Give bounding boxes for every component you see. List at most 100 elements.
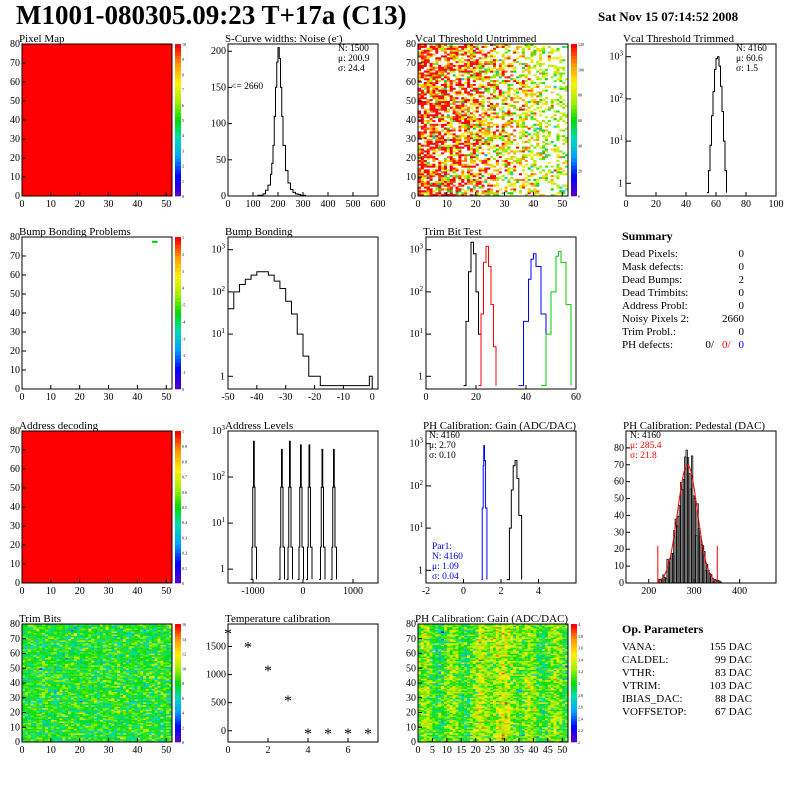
heatmap-cell	[441, 171, 444, 173]
heatmap-cell	[456, 52, 459, 54]
heatmap-cell	[54, 721, 57, 723]
heatmap-cell	[516, 150, 519, 152]
heatmap-cell	[432, 92, 435, 94]
heatmap-cell	[77, 645, 80, 647]
heatmap-cell	[531, 173, 534, 175]
palette-tick-label: 4	[182, 286, 184, 291]
heatmap-cell	[542, 99, 545, 101]
heatmap-cell	[65, 630, 68, 632]
heatmap-cell	[54, 656, 57, 658]
heatmap-cell	[68, 674, 71, 676]
heatmap-cell	[68, 687, 71, 689]
heatmap-cell	[77, 708, 80, 710]
heatmap-cell	[476, 139, 479, 141]
heatmap-cell	[484, 162, 487, 164]
heatmap-cell	[551, 50, 554, 52]
heatmap-cell	[476, 147, 479, 149]
heatmap-cell	[42, 661, 45, 663]
heatmap-cell	[62, 695, 65, 697]
heatmap-cell	[510, 78, 513, 80]
heatmap-cell	[441, 109, 444, 111]
heatmap-cell	[54, 689, 57, 691]
heatmap-cell	[424, 183, 427, 185]
heatmap-cell	[499, 93, 502, 95]
heatmap-cell	[71, 661, 74, 663]
heatmap-cell	[519, 116, 522, 118]
heatmap-cell	[100, 720, 103, 722]
y-tick-label: 10	[10, 172, 20, 183]
heatmap-cell	[28, 735, 31, 737]
heatmap-cell	[525, 116, 528, 118]
heatmap-cell	[450, 147, 453, 149]
heatmap-cell	[36, 693, 39, 695]
heatmap-cell	[77, 655, 80, 657]
heatmap-cell	[441, 46, 444, 48]
heatmap-cell	[71, 687, 74, 689]
heatmap-cell	[74, 651, 77, 653]
heatmap-cell	[97, 707, 100, 709]
summary-row: Noisy Pixels 2:2660	[622, 313, 782, 326]
heatmap-cell	[536, 101, 539, 103]
heatmap-cell	[77, 662, 80, 664]
heatmap-cell	[427, 84, 430, 86]
heatmap-cell	[484, 61, 487, 63]
heatmap-cell	[71, 693, 74, 695]
heatmap-cell	[435, 181, 438, 183]
heatmap-cell	[533, 124, 536, 126]
heatmap-cell	[77, 732, 80, 734]
heatmap-cell	[461, 99, 464, 101]
heatmap-cell	[94, 693, 97, 695]
heatmap-cell	[438, 137, 441, 139]
heatmap-cell	[447, 124, 450, 126]
heatmap-cell	[77, 729, 80, 731]
heatmap-cell	[62, 630, 65, 632]
heatmap-cell	[74, 735, 77, 737]
heatmap-cell	[45, 735, 48, 737]
heatmap-cell	[467, 120, 470, 122]
x-tick-label: 30	[500, 199, 510, 210]
heatmap-cell	[554, 111, 557, 113]
heatmap-cell	[542, 52, 545, 54]
palette-cell	[571, 173, 577, 177]
summary-value: 0	[739, 248, 745, 260]
y-tick-label: 102	[410, 285, 424, 298]
heatmap-cell	[499, 156, 502, 158]
heatmap-cell	[502, 114, 505, 116]
palette-cell	[571, 154, 577, 158]
heatmap-cell	[496, 126, 499, 128]
heatmap-cell	[470, 50, 473, 52]
heatmap-cell	[97, 702, 100, 704]
heatmap-cell	[25, 714, 28, 716]
heatmap-cell	[80, 733, 83, 735]
heatmap-cell	[68, 664, 71, 666]
heatmap-cell	[91, 723, 94, 725]
heatmap-cell	[60, 627, 63, 629]
heatmap-cell	[71, 690, 74, 692]
heatmap-cell	[74, 690, 77, 692]
heatmap-cells	[22, 237, 172, 389]
heatmap-cell	[502, 150, 505, 152]
heatmap-cell	[430, 74, 433, 76]
heatmap-cell	[456, 54, 459, 56]
heatmap-cell	[88, 676, 91, 678]
heatmap-cell	[39, 661, 42, 663]
heatmap-cell	[476, 103, 479, 105]
heatmap-cell	[39, 665, 42, 667]
y-tick-label: 102	[212, 285, 226, 298]
heatmap-cell	[25, 670, 28, 672]
heatmap-cell	[461, 160, 464, 162]
heatmap-cell	[42, 704, 45, 706]
heatmap-cell	[470, 116, 473, 118]
heatmap-cell	[36, 698, 39, 700]
heatmap-cell	[48, 736, 51, 738]
heatmap-cell	[68, 711, 71, 713]
heatmap-cell	[65, 732, 68, 734]
heatmap-cell	[85, 683, 88, 685]
heatmap-cell	[441, 69, 444, 71]
heatmap-cell	[536, 143, 539, 145]
heatmap-cell	[94, 667, 97, 669]
heatmap-cell	[516, 76, 519, 78]
heatmap-cell	[467, 145, 470, 147]
heatmap-cell	[421, 150, 424, 152]
heatmap-cell	[71, 718, 74, 720]
